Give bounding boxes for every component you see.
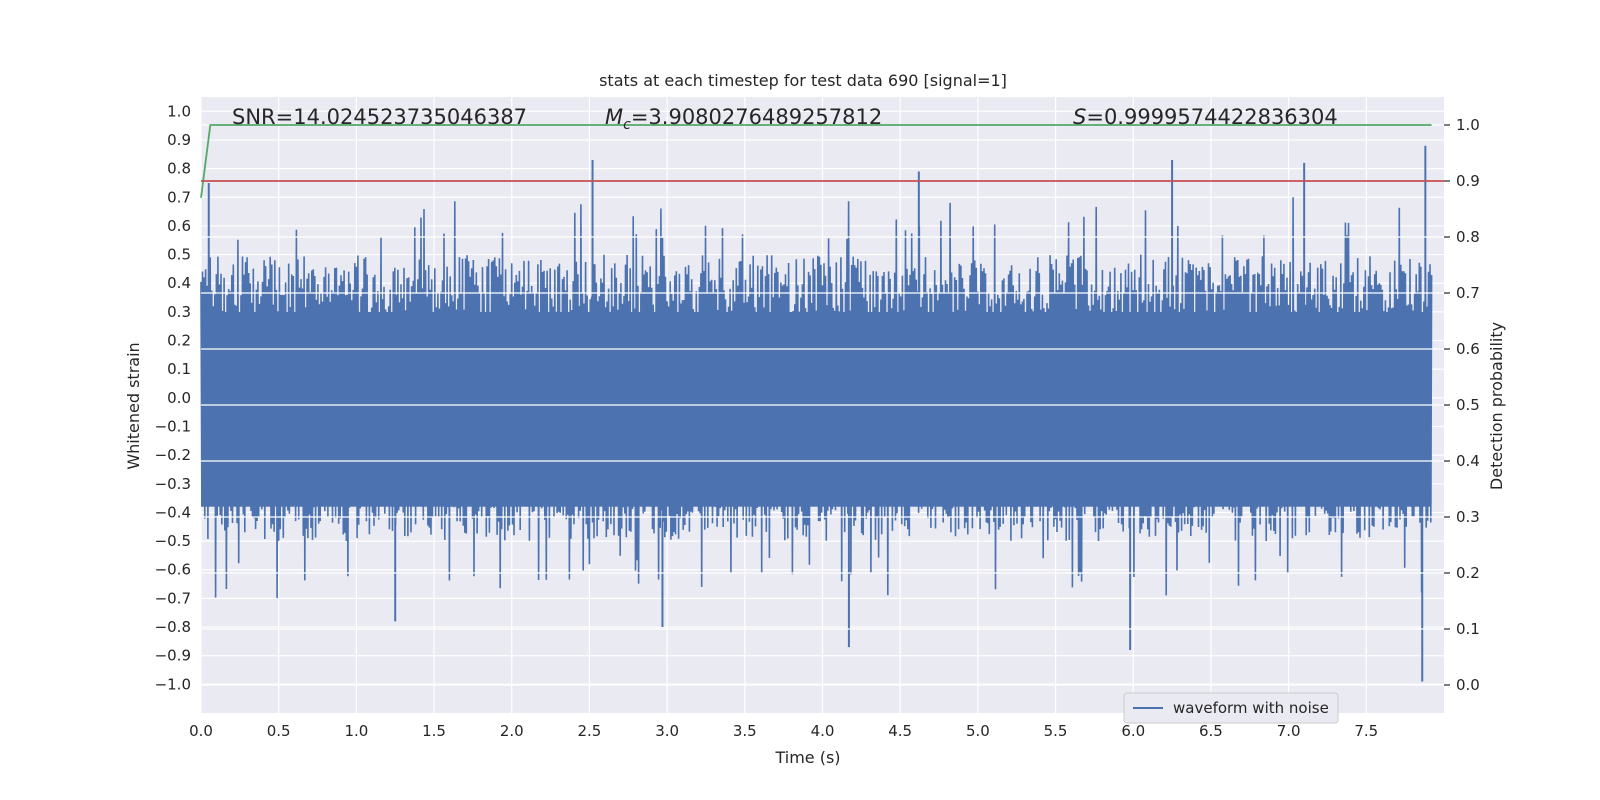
x-tick-label: 6.5 (1199, 722, 1223, 740)
x-axis-ticks: 0.0 0.5 1.0 1.5 2.0 2.5 3.0 3.5 4.0 4.5 5.0 5.5 6.0 6… (189, 722, 1378, 740)
right-axis-ticks: 1.0 0.9 0.8 0.7 0.6 0.5 0.4 0.3 0.2 0.1 0.0 (1444, 116, 1480, 694)
left-y-tick-label: −0.8 (155, 618, 191, 636)
x-tick-label: 0.5 (267, 722, 291, 740)
right-y-tick-label: 0.9 (1456, 172, 1480, 190)
x-tick-label: 1.5 (422, 722, 446, 740)
right-y-tick-label: 0.4 (1456, 452, 1480, 470)
left-y-tick-label: −0.6 (155, 561, 191, 579)
x-tick-label: 3.5 (733, 722, 757, 740)
legend-label-waveform: waveform with noise (1173, 699, 1329, 717)
chirp-mass-symbol: M (605, 105, 623, 129)
chirp-mass-value: =3.9080276489257812 (631, 105, 882, 129)
score-symbol: S (1073, 105, 1086, 129)
x-tick-label: 5.5 (1044, 722, 1068, 740)
left-y-tick-label: 0.1 (167, 360, 191, 378)
legend-box (1123, 692, 1339, 724)
left-y-tick-label: −0.5 (155, 532, 191, 550)
x-tick-label: 4.0 (811, 722, 835, 740)
left-y-tick-label: −0.4 (155, 503, 191, 521)
right-y-tick-label: 0.6 (1456, 340, 1480, 358)
right-y-tick-label: 0.8 (1456, 228, 1480, 246)
left-y-tick-label: 0.6 (167, 217, 191, 235)
right-y-tick-label: 0.2 (1456, 564, 1480, 582)
x-tick-label: 2.0 (500, 722, 524, 740)
x-tick-label: 3.0 (655, 722, 679, 740)
probability-series (200, 124, 1444, 198)
x-axis-label: Time (s) (774, 748, 840, 767)
right-y-axis-label: Detection probability (1487, 322, 1506, 490)
x-tick-label: 6.0 (1121, 722, 1145, 740)
x-tick-label: 5.0 (966, 722, 990, 740)
left-y-tick-label: −0.3 (155, 475, 191, 493)
x-tick-label: 4.5 (888, 722, 912, 740)
legend: waveform with noise (1123, 692, 1339, 724)
score-annotation: S=0.9999574422836304 (1073, 105, 1338, 129)
left-y-tick-label: 1.0 (167, 102, 191, 120)
right-y-tick-label: 0.1 (1456, 620, 1480, 638)
left-y-tick-label: 0.7 (167, 188, 191, 206)
waveform-series (200, 145, 1433, 682)
waveform-dense-band (201, 311, 1432, 507)
left-y-axis-label: Whitened strain (124, 342, 143, 469)
right-y-tick-label: 0.7 (1456, 284, 1480, 302)
detection-probability-line (200, 124, 1432, 198)
left-y-tick-label: −0.7 (155, 589, 191, 607)
right-y-tick-label: 0.5 (1456, 396, 1480, 414)
x-tick-label: 7.0 (1277, 722, 1301, 740)
score-value: =0.9999574422836304 (1086, 105, 1337, 129)
left-y-tick-label: 0.4 (167, 274, 191, 292)
x-tick-label: 1.0 (344, 722, 368, 740)
left-y-tick-label: 0.2 (167, 332, 191, 350)
chart-title: stats at each timestep for test data 690… (599, 71, 1007, 90)
right-y-tick-label: 0.0 (1456, 676, 1480, 694)
x-tick-label: 0.0 (189, 722, 213, 740)
chirp-mass-subscript: c (623, 117, 631, 133)
right-y-tick-label: 1.0 (1456, 116, 1480, 134)
left-y-tick-label: −0.9 (155, 647, 191, 665)
left-y-tick-label: 0.3 (167, 303, 191, 321)
left-axis-ticks: 1.0 0.9 0.8 0.7 0.6 0.5 0.4 0.3 0.2 0.1 0.0 −0.1 −0.… (155, 102, 191, 693)
left-y-tick-label: 0.8 (167, 160, 191, 178)
snr-annotation: SNR=14.024523735046387 (232, 105, 527, 129)
left-y-tick-label: −0.2 (155, 446, 191, 464)
left-y-tick-label: 0.9 (167, 131, 191, 149)
left-y-tick-label: 0.0 (167, 389, 191, 407)
left-y-tick-label: 0.5 (167, 246, 191, 264)
x-tick-label: 7.5 (1354, 722, 1378, 740)
left-y-tick-label: −1.0 (155, 675, 191, 693)
left-y-tick-label: −0.1 (155, 417, 191, 435)
x-tick-label: 2.5 (578, 722, 602, 740)
right-y-tick-label: 0.3 (1456, 508, 1480, 526)
chirp-mass-annotation: Mc=3.9080276489257812 (605, 105, 882, 133)
